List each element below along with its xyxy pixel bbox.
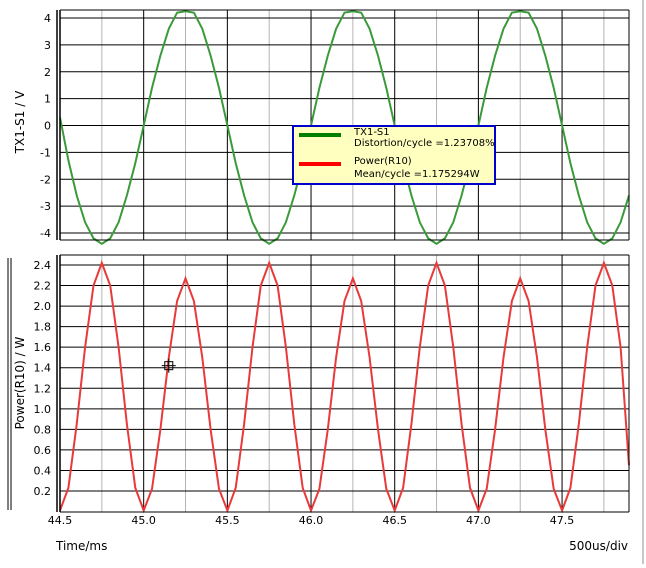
legend-box[interactable]: TX1-S1 Distortion/cycle =1.23708% Power(… [292, 125, 496, 185]
bottom-y-tick-label: 1.0 [34, 403, 52, 416]
top-y-tick-label: 4 [44, 12, 51, 25]
bottom-y-tick-label: 0.4 [34, 464, 52, 477]
power-r10-series-line [59, 260, 630, 514]
x-tick-label: 44.5 [48, 514, 73, 527]
tx1-s1-series-line [59, 10, 630, 245]
legend-entry-tx1-s1-name: TX1-S1 [353, 127, 390, 138]
x-axis-label: Time/ms [55, 539, 107, 553]
top-y-tick-label: 0 [44, 120, 51, 133]
bottom-y-axis-label: Power(R10) / W [13, 336, 27, 429]
top-y-tick-label: -2 [40, 173, 51, 186]
x-tick-label: 47.0 [466, 514, 491, 527]
bottom-y-tick-label: 0.2 [34, 485, 52, 498]
bottom-y-tick-label: 1.4 [34, 362, 52, 375]
x-tick-label: 45.5 [215, 514, 240, 527]
x-tick-label: 46.5 [382, 514, 407, 527]
x-tick-labels: 44.5 45.0 45.5 46.0 46.5 47.0 47.5 [48, 514, 575, 527]
time-scale-label: 500us/div [569, 539, 628, 553]
bottom-y-tick-labels: 2.4 2.2 2.0 1.8 1.6 1.4 1.2 1.0 0.8 0.6 0.4 0.2 [34, 259, 52, 498]
top-y-tick-label: -3 [40, 200, 51, 213]
x-tick-label: 47.5 [550, 514, 575, 527]
legend-entry-power-r10-stat: Mean/cycle =1.175294W [354, 169, 480, 180]
bottom-y-tick-label: 1.2 [34, 382, 52, 395]
top-y-tick-labels: 4 3 2 1 0 -1 -2 -3 -4 [40, 12, 51, 240]
bottom-y-tick-label: 2.0 [34, 300, 52, 313]
top-y-axis-label: TX1-S1 / V [13, 90, 27, 154]
bottom-y-tick-label: 2.2 [34, 280, 52, 293]
bottom-y-tick-label: 1.8 [34, 321, 52, 334]
top-y-tick-label: 3 [44, 39, 51, 52]
top-y-tick-label: 2 [44, 66, 51, 79]
top-y-tick-label: 1 [44, 93, 51, 106]
legend-entry-tx1-s1-stat: Distortion/cycle =1.23708% [354, 138, 495, 149]
top-plot-frame [56, 9, 630, 241]
bottom-y-tick-label: 0.8 [34, 423, 52, 436]
bottom-y-tick-label: 0.6 [34, 444, 52, 457]
x-tick-label: 46.0 [299, 514, 324, 527]
bottom-y-tick-label: 1.6 [34, 341, 52, 354]
crosshair-cursor-icon[interactable] [161, 358, 176, 373]
top-y-tick-label: -1 [40, 146, 51, 159]
top-y-tick-label: -4 [40, 227, 51, 240]
bottom-y-tick-label: 2.4 [34, 259, 52, 272]
bottom-plot-frame [7, 254, 630, 513]
legend-entry-power-r10-name: Power(R10) [354, 156, 412, 167]
x-tick-label: 45.0 [131, 514, 156, 527]
